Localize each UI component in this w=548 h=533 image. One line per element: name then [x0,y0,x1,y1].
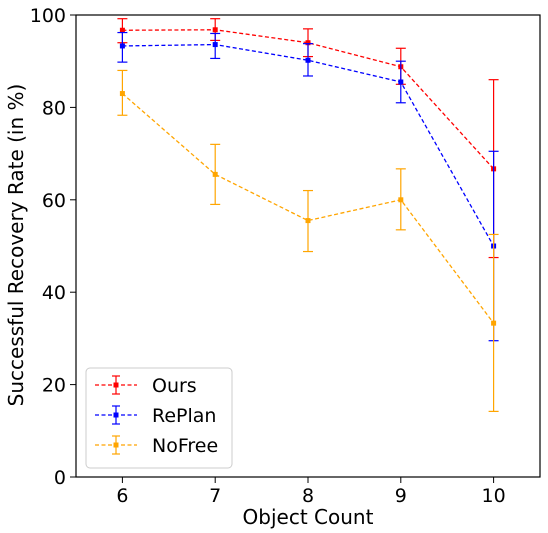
legend-item-replan: RePlan [95,405,216,427]
data-point-nofree [119,91,125,97]
legend-label-ours: Ours [152,375,197,397]
x-tick-label: 6 [116,485,128,507]
y-tick-label: 20 [42,375,66,397]
y-tick-label: 60 [42,190,66,212]
y-tick-label: 0 [54,467,66,489]
data-point-replan [212,42,218,48]
legend-marker-replan [113,412,119,418]
y-tick-label: 100 [30,5,66,27]
legend-label-nofree: NoFree [152,435,218,457]
x-axis-label: Object Count [243,505,374,529]
data-point-ours [212,27,218,33]
series-replan [117,31,499,342]
data-point-replan [119,43,125,49]
y-tick-label: 80 [42,97,66,119]
x-tick-label: 8 [302,485,314,507]
data-point-nofree [398,197,404,203]
legend: Ours RePlan NoFree [85,367,233,469]
data-point-ours [305,40,311,46]
x-tick-label: 10 [482,485,506,507]
legend-marker-nofree [113,442,119,448]
series-line-replan [122,43,495,247]
data-point-nofree [212,171,218,177]
legend-item-nofree: NoFree [95,435,218,457]
x-tick-label: 9 [395,485,407,507]
series-nofree [117,69,499,412]
y-tick-label: 40 [42,282,66,304]
series-line-nofree [121,93,495,324]
plot-marks [117,18,499,412]
data-point-ours [119,27,125,33]
data-point-replan [398,79,404,85]
data-point-replan [305,57,311,63]
data-point-nofree [305,218,311,224]
legend-item-ours: Ours [95,375,197,397]
x-tick-label: 7 [209,485,221,507]
legend-label-replan: RePlan [152,405,216,427]
legend-box [85,367,233,469]
y-axis-label: Successful Recovery Rate (in %) [4,84,28,407]
data-point-nofree [491,320,497,326]
legend-marker-ours [113,382,119,388]
series-line-ours [122,29,495,170]
